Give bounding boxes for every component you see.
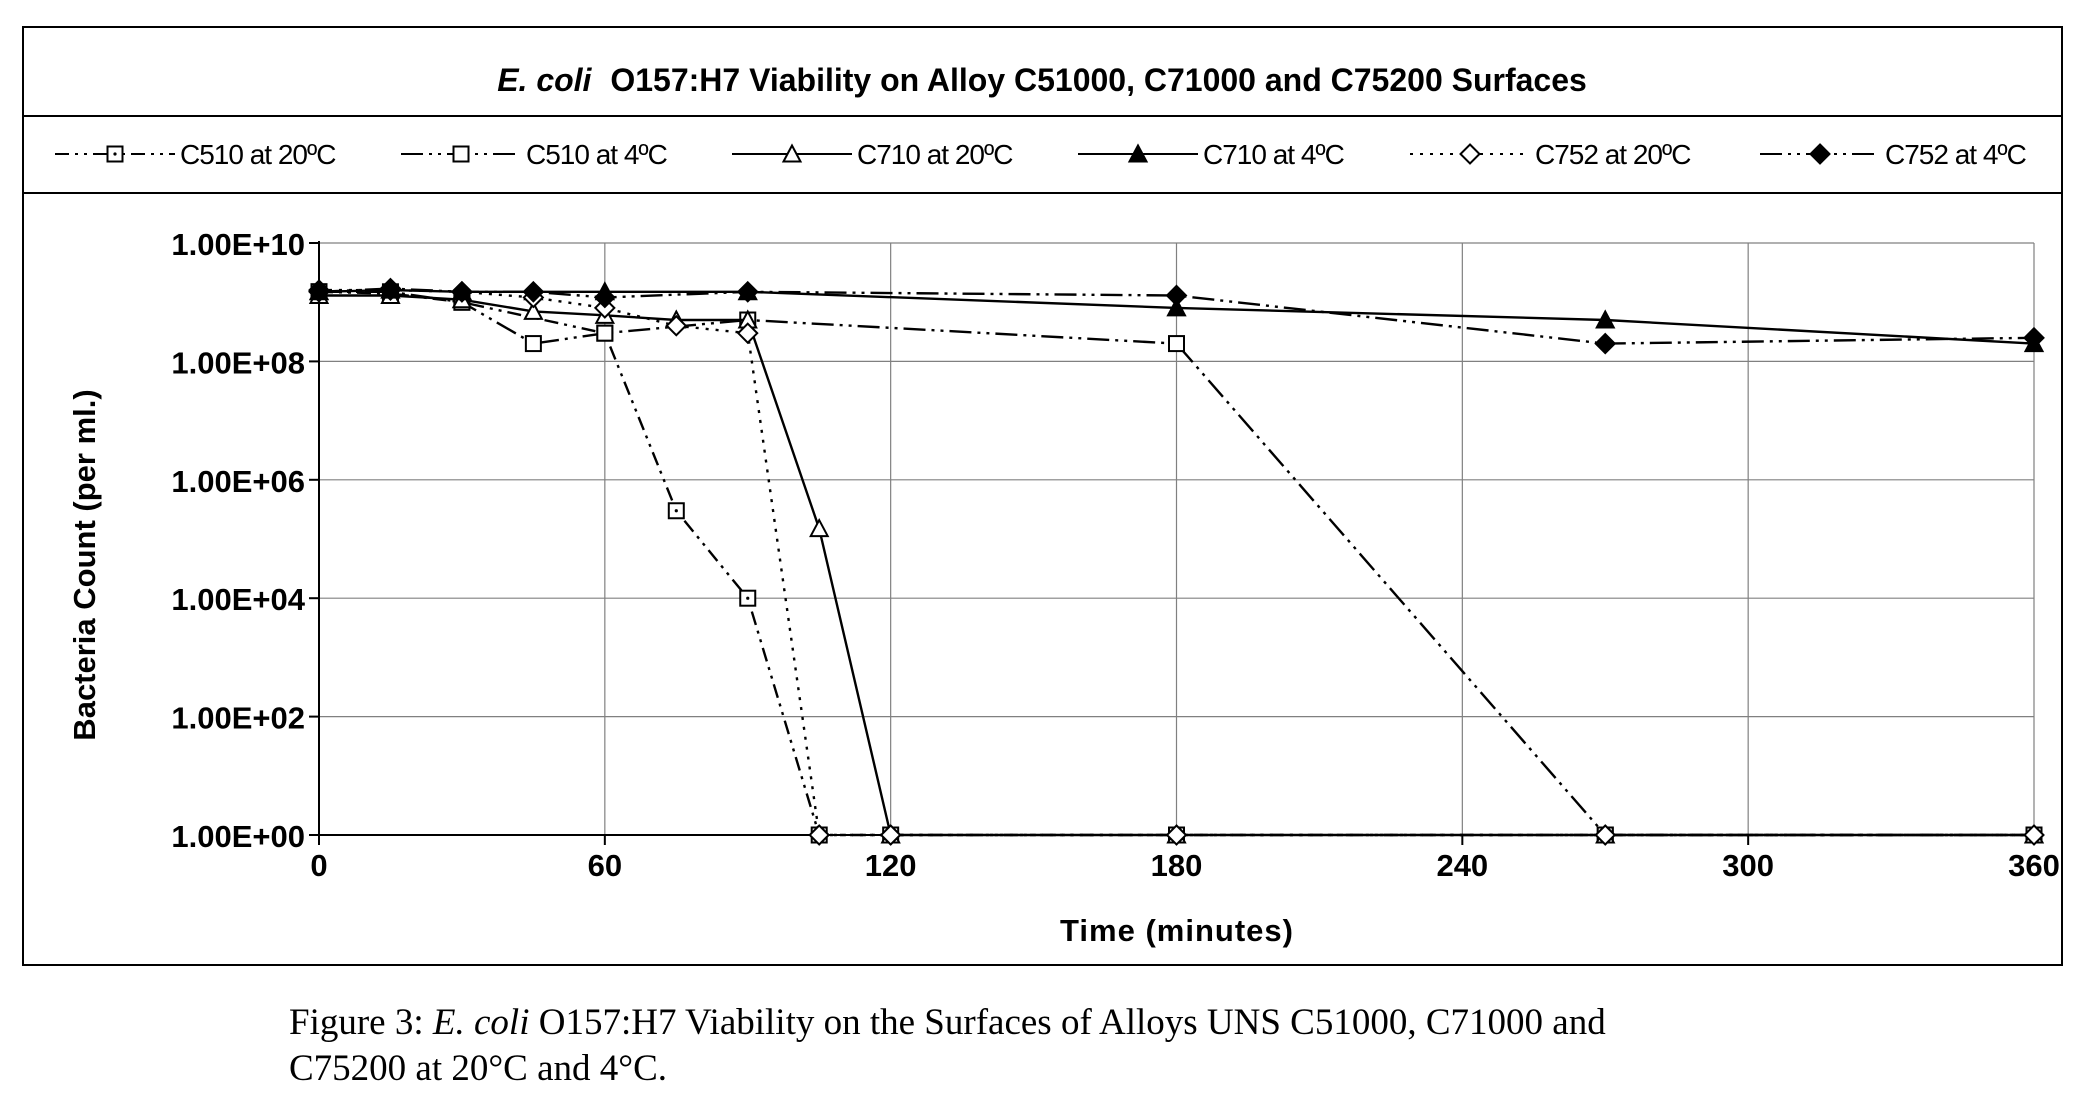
series-3-point-3 xyxy=(523,300,544,320)
series-4-point-7 xyxy=(1595,309,1616,329)
chart-title-italic: E. coli xyxy=(497,62,592,98)
figure-caption: Figure 3: E. coli O157:H7 Viability on t… xyxy=(289,1000,1889,1092)
series-5-point-5 xyxy=(665,314,688,337)
series-6-point-5 xyxy=(736,280,759,303)
axes: 1.00E+00 1.00E+02 1.00E+04 1.00E+06 1.00E+08… xyxy=(171,227,2059,883)
legend-label-6: C752 at 4ºC xyxy=(1885,139,2027,170)
caption-label: Figure 3: xyxy=(289,1002,424,1043)
series-5-point-10 xyxy=(1594,824,1617,846)
legend-frame xyxy=(22,115,2063,194)
chart-title-rest: O157:H7 Viability on Alloy C51000, C7100… xyxy=(610,62,1586,98)
caption-italic: E. coli xyxy=(432,1002,530,1043)
x-tick-label: 360 xyxy=(2008,848,2060,883)
series-1-point-5-dot xyxy=(746,596,750,600)
series-6-point-4 xyxy=(593,286,616,309)
legend-item-3: C710 at 20ºC xyxy=(732,139,1014,170)
legend-item-5: C752 at 20ºC xyxy=(1410,139,1692,170)
series-1-point-4-dot xyxy=(674,509,678,513)
series-6-point-6 xyxy=(1165,284,1188,307)
series-line-3 xyxy=(319,294,2034,837)
series-5-point-6 xyxy=(736,322,759,345)
legend-item-2: C510 at 4ºC xyxy=(401,139,669,170)
series-4-point-6 xyxy=(1166,297,1187,317)
legend-marker-1-dot xyxy=(113,152,117,156)
x-tick-label: 240 xyxy=(1436,848,1488,883)
legend-label-3: C710 at 20ºC xyxy=(857,139,1013,170)
series-line-2 xyxy=(319,290,2034,837)
series-5-point-9 xyxy=(1165,824,1188,846)
grid xyxy=(318,242,2035,836)
y-tick-label: 1.00E+02 xyxy=(171,701,305,736)
caption-line2: C75200 at 20°C and 4°C. xyxy=(289,1048,668,1089)
legend-marker-6 xyxy=(1809,143,1831,165)
series-layer xyxy=(308,277,2045,846)
series-6-point-0 xyxy=(308,280,330,303)
legend-label-5: C752 at 20ºC xyxy=(1535,139,1691,170)
series-6 xyxy=(308,277,2045,355)
y-tick-label: 1.00E+04 xyxy=(171,582,305,617)
series-5-point-11 xyxy=(2023,824,2045,846)
legend-label-1: C510 at 20ºC xyxy=(180,139,336,170)
legend-item-6: C752 at 4ºC xyxy=(1760,139,2028,170)
caption-text: O157:H7 Viability on the Surfaces of All… xyxy=(538,1002,1606,1043)
y-tick-label: 1.00E+06 xyxy=(171,464,305,499)
series-3-point-7 xyxy=(809,517,830,538)
x-tick-label: 0 xyxy=(310,848,327,883)
chart: E. coli O157:H7 Viability on Alloy C5100… xyxy=(22,26,2063,966)
x-tick-label: 180 xyxy=(1151,848,1203,883)
y-axis-label: Bacteria Count (per ml.) xyxy=(67,389,102,740)
series-5-point-7 xyxy=(808,824,831,846)
y-tick-label: 1.00E+00 xyxy=(171,819,305,854)
series-6-point-3 xyxy=(522,280,545,303)
x-tick-label: 60 xyxy=(588,848,622,883)
y-tick-label: 1.00E+10 xyxy=(171,227,305,262)
series-6-point-2 xyxy=(451,280,473,303)
series-5-point-8 xyxy=(879,824,902,846)
x-axis-label: Time (minutes) xyxy=(1060,913,1294,948)
series-2-point-4 xyxy=(596,324,614,342)
legend-label-2: C510 at 4ºC xyxy=(526,139,668,170)
legend-marker-3 xyxy=(781,143,803,163)
legend-item-4: C710 at 4ºC xyxy=(1078,139,1346,170)
series-2-point-3 xyxy=(524,335,542,353)
series-6-point-1 xyxy=(379,277,402,300)
legend-marker-4 xyxy=(1127,143,1149,163)
legend-marker-2 xyxy=(452,145,470,163)
series-2-point-6 xyxy=(1168,335,1185,353)
x-tick-label: 120 xyxy=(865,848,917,883)
y-tick-label: 1.00E+08 xyxy=(171,345,305,380)
chart-title: E. coli O157:H7 Viability on Alloy C5100… xyxy=(497,62,1587,98)
legend: C510 at 20ºC C510 at 4ºC C710 at 20ºC C710 … xyxy=(55,139,2028,170)
series-6-point-8 xyxy=(2023,326,2045,349)
legend-item-1: C510 at 20ºC xyxy=(55,139,337,170)
legend-marker-5 xyxy=(1459,143,1481,165)
legend-label-4: C710 at 4ºC xyxy=(1203,139,1345,170)
series-6-point-7 xyxy=(1594,332,1617,355)
x-tick-label: 300 xyxy=(1722,848,1774,883)
